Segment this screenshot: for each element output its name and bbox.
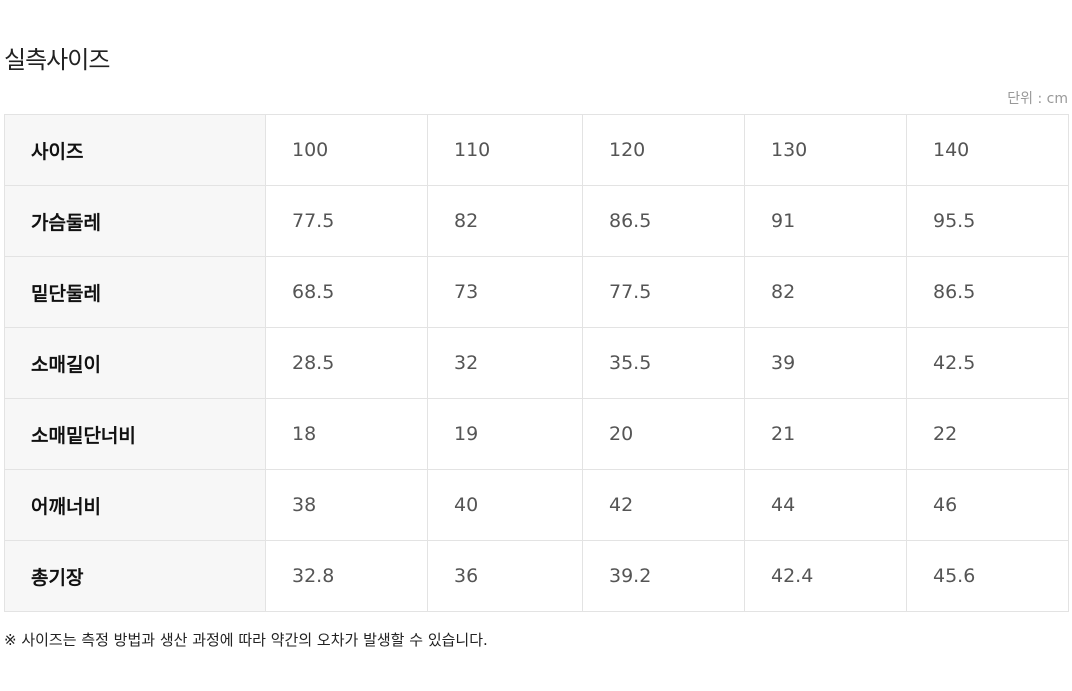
table-cell: 95.5 (906, 185, 1069, 257)
table-cell: 18 (265, 398, 428, 470)
table-row: 어깨너비 38 40 42 44 46 (4, 469, 1069, 541)
table-cell: 91 (744, 185, 907, 257)
table-row: 소매밑단너비 18 19 20 21 22 (4, 398, 1069, 470)
row-header: 어깨너비 (4, 469, 266, 541)
table-cell: 86.5 (582, 185, 745, 257)
table-cell: 46 (906, 469, 1069, 541)
table-cell: 44 (744, 469, 907, 541)
row-header: 사이즈 (4, 114, 266, 186)
table-cell: 22 (906, 398, 1069, 470)
table-cell: 45.6 (906, 540, 1069, 612)
table-cell: 120 (582, 114, 745, 186)
table-cell: 130 (744, 114, 907, 186)
row-header: 밑단둘레 (4, 256, 266, 328)
page-title: 실측사이즈 (4, 46, 110, 74)
table-cell: 110 (427, 114, 583, 186)
table-cell: 38 (265, 469, 428, 541)
unit-label: 단위 : cm (1007, 91, 1068, 107)
table-cell: 36 (427, 540, 583, 612)
table-cell: 42.5 (906, 327, 1069, 399)
table-cell: 28.5 (265, 327, 428, 399)
size-table: 사이즈 100 110 120 130 140 가슴둘레 77.5 82 86.5 91 95.5 밑단… (4, 114, 1069, 612)
table-row: 사이즈 100 110 120 130 140 (4, 114, 1069, 186)
table-cell: 21 (744, 398, 907, 470)
table-cell: 140 (906, 114, 1069, 186)
table-cell: 20 (582, 398, 745, 470)
table-cell: 32 (427, 327, 583, 399)
table-cell: 77.5 (265, 185, 428, 257)
table-row: 소매길이 28.5 32 35.5 39 42.5 (4, 327, 1069, 399)
table-cell: 39 (744, 327, 907, 399)
table-cell: 42 (582, 469, 745, 541)
row-header: 총기장 (4, 540, 266, 612)
table-cell: 73 (427, 256, 583, 328)
table-cell: 40 (427, 469, 583, 541)
row-header: 가슴둘레 (4, 185, 266, 257)
table-cell: 82 (744, 256, 907, 328)
row-header: 소매밑단너비 (4, 398, 266, 470)
table-row: 가슴둘레 77.5 82 86.5 91 95.5 (4, 185, 1069, 257)
row-header: 소매길이 (4, 327, 266, 399)
table-cell: 68.5 (265, 256, 428, 328)
table-cell: 32.8 (265, 540, 428, 612)
table-cell: 100 (265, 114, 428, 186)
table-cell: 39.2 (582, 540, 745, 612)
table-cell: 35.5 (582, 327, 745, 399)
table-cell: 86.5 (906, 256, 1069, 328)
table-cell: 42.4 (744, 540, 907, 612)
table-row: 밑단둘레 68.5 73 77.5 82 86.5 (4, 256, 1069, 328)
table-cell: 19 (427, 398, 583, 470)
size-note: ※ 사이즈는 측정 방법과 생산 과정에 따라 약간의 오차가 발생할 수 있습… (4, 631, 488, 649)
table-cell: 77.5 (582, 256, 745, 328)
table-cell: 82 (427, 185, 583, 257)
table-row: 총기장 32.8 36 39.2 42.4 45.6 (4, 540, 1069, 612)
